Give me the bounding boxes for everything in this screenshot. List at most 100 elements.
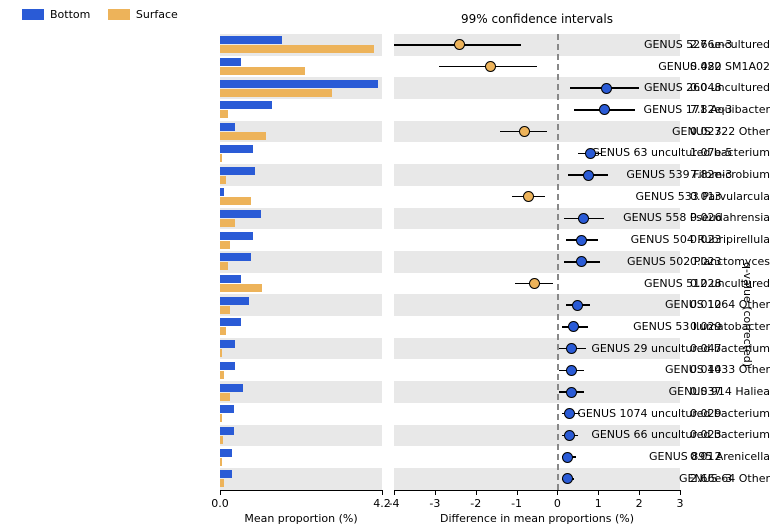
ci-mean-dot [566,387,577,398]
tick-label: 1 [578,497,618,510]
q-value: 0.012 [690,299,722,310]
data-row: GENUS 527 uncultured2.66e-3 [0,34,770,56]
row-stripe-bar [220,338,382,360]
bar-surface [220,414,222,422]
ci-mean-dot [583,170,594,181]
legend-label-surface: Surface [136,8,178,21]
bar-surface [220,371,224,379]
row-label: GENUS 1033 Other [558,364,770,375]
ci-mean-dot [601,83,612,94]
data-row: GENUS 1074 uncultured bacterium0.029 [0,403,770,425]
data-row: GENUS 558 Pseudahrensia0.026 [0,208,770,230]
diff-axis-line [394,490,680,491]
tick-mark [382,490,383,495]
data-row: GENUS 895 Arenicella0.012 [0,446,770,468]
bar-surface [220,306,230,314]
tick-mark [639,490,640,495]
q-value: 7.82e-3 [690,169,732,180]
q-value: 0.047 [690,343,722,354]
tick-label: 0 [537,497,577,510]
bar-bottom [220,275,241,283]
data-row: GENUS 1033 Other0.044 [0,360,770,382]
row-label: GENUS 64 Other [558,473,770,484]
legend-swatch-bottom [22,9,44,20]
q-value: 0.026 [690,212,722,223]
data-row: GENUS 512 uncultured0.028 [0,273,770,295]
tick-mark [394,490,395,495]
ci-mean-dot [523,191,534,202]
bar-surface [220,176,226,184]
q-value: 0.029 [690,321,722,332]
data-row: GENUS 171 Aquibacter7.82e-3 [0,99,770,121]
q-value: 0.048 [690,82,722,93]
bar-bottom [220,188,224,196]
bar-bottom [220,80,378,88]
tick-label: 0.0 [200,497,240,510]
bar-surface [220,110,228,118]
data-row: GENUS 260 uncultured0.048 [0,77,770,99]
data-row: GENUS 504 Rubripirellula0.023 [0,229,770,251]
bar-bottom [220,340,235,348]
ci-mean-dot [529,278,540,289]
bar-surface [220,458,222,466]
data-row: GENUS 533 Parvularcula0.013 [0,186,770,208]
q-value: 2.66e-3 [690,39,732,50]
data-row: GENUS 722 Other0.023 [0,121,770,143]
data-row: GENUS 29 uncultured bacterium0.047 [0,338,770,360]
data-row: GENUS 63 uncultured bacterium1.07e-5 [0,143,770,165]
data-row: GENUS 66 uncultured bacterium0.023 [0,425,770,447]
bar-bottom [220,427,234,435]
legend: Bottom Surface [22,8,192,23]
data-row: GENUS 53 Ilumatobacter0.029 [0,316,770,338]
bar-surface [220,327,226,335]
row-label: GENUS 1074 uncultured bacterium [558,408,770,419]
bar-surface [220,45,374,53]
q-value: 1.07e-5 [690,147,732,158]
legend-label-bottom: Bottom [50,8,90,21]
row-label: GENUS 512 uncultured [558,278,770,289]
q-value: 0.044 [690,364,722,375]
q-value: 0.023 [690,429,722,440]
tick-label: -4 [374,497,414,510]
legend-swatch-surface [108,9,130,20]
bar-surface [220,154,222,162]
figure-container: Bottom Surface 99% confidence intervals … [0,0,770,528]
bar-bottom [220,318,241,326]
bar-bottom [220,210,261,218]
bar-bottom [220,58,241,66]
tick-mark [220,490,221,495]
bar-surface [220,241,230,249]
bar-surface [220,89,332,97]
q-value: 0.020 [690,61,722,72]
q-value: 0.023 [690,126,722,137]
row-label: GENUS 66 uncultured bacterium [558,429,770,440]
tick-mark [476,490,477,495]
q-value: 0.028 [690,278,722,289]
zero-reference-line [557,34,559,490]
bar-panel-xlabel: Mean proportion (%) [220,512,382,525]
bar-surface [220,262,228,270]
tick-mark [680,490,681,495]
bar-bottom [220,384,243,392]
bar-surface [220,219,235,227]
bar-surface [220,132,266,140]
bar-surface [220,349,222,357]
bar-bottom [220,232,253,240]
row-label: GENUS 533 Parvularcula [558,191,770,202]
row-stripe-bar [220,425,382,447]
bar-bottom [220,297,249,305]
bar-surface [220,436,223,444]
ci-mean-dot [566,365,577,376]
row-label: GENUS 527 uncultured [558,39,770,50]
q-value: 0.037 [690,386,722,397]
legend-item-bottom: Bottom [22,8,90,21]
tick-mark [435,490,436,495]
bar-surface [220,197,251,205]
data-row: GENUS 502 Planctomyces0.023 [0,251,770,273]
bar-surface [220,393,230,401]
diff-panel-xlabel: Difference in mean proportions (%) [394,512,680,525]
data-row: GENUS 914 Haliea0.037 [0,381,770,403]
bar-bottom [220,470,232,478]
bar-bottom [220,36,282,44]
q-value: 2.66e-3 [690,473,732,484]
